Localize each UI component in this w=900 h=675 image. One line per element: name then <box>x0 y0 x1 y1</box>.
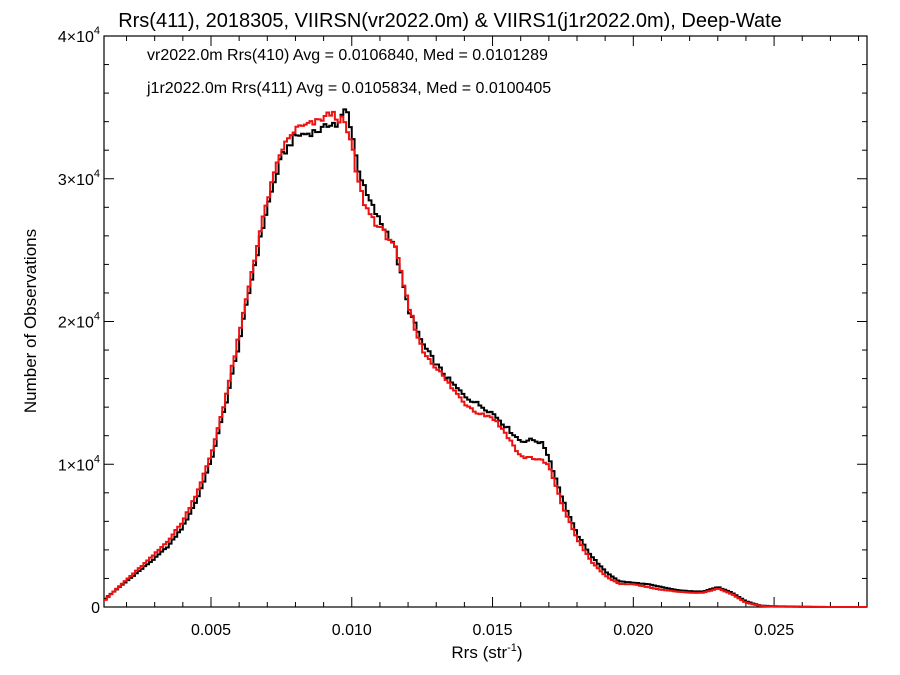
x-tick-label: 0.010 <box>332 622 372 639</box>
x-axis-ticks: 0.005 0.010 0.015 0.020 0.025 <box>126 36 860 639</box>
x-tick-label: 0.020 <box>613 622 653 639</box>
x-axis-label-end: ) <box>517 643 523 662</box>
y-tick-label: 3×104 <box>58 168 100 189</box>
x-tick-label: 0.015 <box>473 622 513 639</box>
x-axis-label-sup: -1 <box>507 642 517 654</box>
series-line-j1r2022 <box>104 110 867 608</box>
series-line-vr2022 <box>104 108 867 608</box>
x-tick-label: 0.005 <box>191 622 231 639</box>
x-axis-label-main: Rrs (str <box>451 643 507 662</box>
y-tick-label: 0 <box>91 600 100 617</box>
legend-entry-j1r2022: j1r2022.0m Rrs(411) Avg = 0.0105834, Med… <box>146 80 551 97</box>
plot-frame <box>103 35 868 608</box>
y-tick-label: 1×104 <box>58 453 100 474</box>
x-tick-label: 0.025 <box>754 622 794 639</box>
y-tick-label: 4×104 <box>58 25 100 46</box>
chart-title: Rrs(411), 2018305, VIIRSN(vr2022.0m) & V… <box>118 10 782 32</box>
y-axis-ticks: 0 1×104 2×104 3×104 4×104 <box>58 25 867 617</box>
y-tick-label: 2×104 <box>58 311 100 332</box>
legend-entry-vr2022: vr2022.0m Rrs(410) Avg = 0.0106840, Med … <box>147 47 548 64</box>
x-axis-label: Rrs (str-1) <box>451 642 522 662</box>
y-axis-label: Number of Observations <box>21 229 40 413</box>
series-layer <box>104 108 867 608</box>
